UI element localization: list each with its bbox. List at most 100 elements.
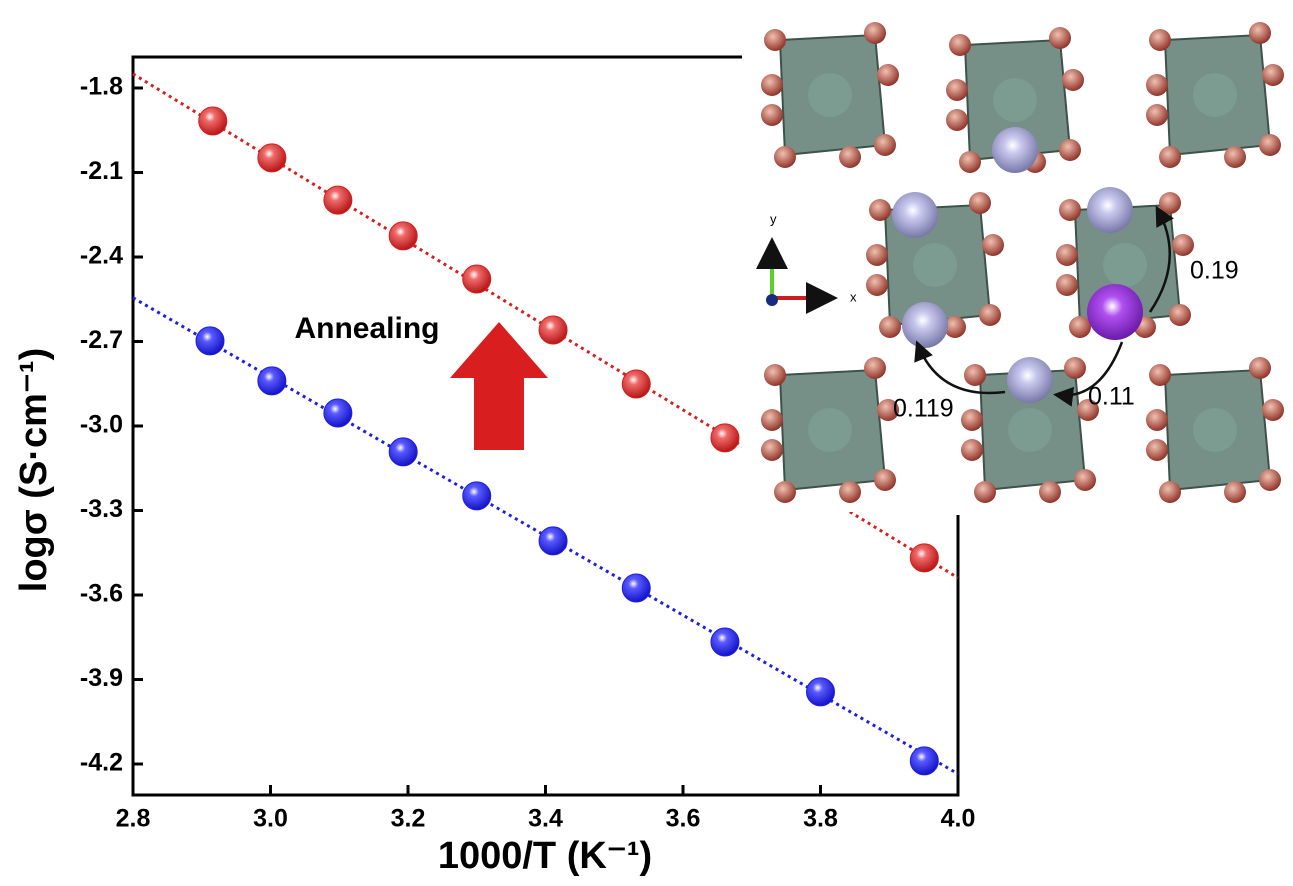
data-point <box>710 423 740 453</box>
x-tick-label: 3.8 <box>803 805 838 833</box>
oxygen-atom <box>1169 304 1191 326</box>
oxygen-atom <box>1224 481 1246 503</box>
axis-y-label: y <box>770 211 777 226</box>
oxygen-atom <box>879 316 901 338</box>
oxygen-atom <box>866 244 888 266</box>
lithium-atom <box>902 302 948 348</box>
oxygen-atom <box>1039 481 1061 503</box>
data-point <box>462 481 492 511</box>
metal-atom <box>808 408 852 452</box>
oxygen-atom <box>1056 244 1078 266</box>
axis-origin <box>766 294 778 306</box>
x-axis-label: 1000/T (K⁻¹) <box>438 835 652 877</box>
oxygen-atom <box>982 234 1004 256</box>
oxygen-atom <box>949 34 971 56</box>
oxygen-atom <box>961 409 983 431</box>
oxygen-atom <box>944 316 966 338</box>
oxygen-atom <box>869 199 891 221</box>
data-point <box>323 398 353 428</box>
y-tick-label: -3.9 <box>80 664 123 692</box>
oxygen-atom <box>1146 409 1168 431</box>
data-point <box>710 627 740 657</box>
x-tick-label: 3.4 <box>528 805 563 833</box>
y-tick-label: -2.7 <box>80 326 123 354</box>
oxygen-atom <box>1262 399 1284 421</box>
hop-energy: 0.119 <box>893 395 954 423</box>
oxygen-atom <box>1249 357 1271 379</box>
oxygen-atom <box>969 192 991 214</box>
x-tick-label: 3.2 <box>391 805 426 833</box>
plot-area <box>131 55 960 797</box>
oxygen-atom <box>1049 27 1071 49</box>
y-tick-label: -2.4 <box>80 242 123 270</box>
metal-atom <box>1008 408 1052 452</box>
axis-x-label: x <box>850 289 857 304</box>
oxygen-atom <box>761 409 783 431</box>
y-tick-label: -3.3 <box>80 495 123 523</box>
data-point <box>621 573 651 603</box>
metal-atom <box>993 78 1037 122</box>
oxygen-atom <box>1062 69 1084 91</box>
oxygen-atom <box>839 481 861 503</box>
metal-atom <box>913 243 957 287</box>
oxygen-atom <box>979 304 1001 326</box>
oxygen-atom <box>874 134 896 156</box>
hop-arrow <box>1053 341 1124 407</box>
oxygen-atom <box>761 439 783 461</box>
data-point <box>257 143 287 173</box>
data-point <box>323 185 353 215</box>
oxygen-atom <box>877 399 899 421</box>
metal-atom <box>1193 408 1237 452</box>
metal-atom <box>1193 73 1237 117</box>
oxygen-atom <box>1172 234 1194 256</box>
y-tick-label: -4.2 <box>80 749 123 777</box>
y-tick-label: -2.1 <box>80 157 123 185</box>
x-tick-label: 3.0 <box>253 805 288 833</box>
oxygen-atom <box>961 439 983 461</box>
oxygen-atom <box>946 79 968 101</box>
oxygen-atom <box>1146 74 1168 96</box>
hop-arrow <box>914 340 1006 395</box>
lithium-atom <box>892 192 938 238</box>
data-point <box>462 264 492 294</box>
data-point <box>388 221 418 251</box>
x-tick-label: 4.0 <box>941 805 976 833</box>
x-tick-label: 2.8 <box>116 805 151 833</box>
y-axis-label: logσ (S·cm⁻¹) <box>13 348 55 592</box>
oxygen-atom <box>839 146 861 168</box>
data-point <box>388 437 418 467</box>
hop-arrow <box>1148 205 1174 313</box>
oxygen-atom <box>1259 134 1281 156</box>
oxygen-atom <box>866 274 888 296</box>
oxygen-atom <box>1149 364 1171 386</box>
oxygen-atom <box>1059 199 1081 221</box>
oxygen-atom <box>774 481 796 503</box>
hopping-lithium <box>1087 284 1143 340</box>
lithium-atom <box>1007 357 1053 403</box>
lithium-atom <box>1087 187 1133 233</box>
oxygen-atom <box>874 469 896 491</box>
oxygen-atom <box>1059 139 1081 161</box>
oxygen-atom <box>764 29 786 51</box>
hop-energy: 0.11 <box>1088 383 1135 411</box>
oxygen-atom <box>1159 481 1181 503</box>
oxygen-atom <box>1077 399 1099 421</box>
oxygen-atom <box>1056 274 1078 296</box>
y-tick-label: -3.0 <box>80 411 123 439</box>
data-point <box>538 526 568 556</box>
lithium-atom <box>992 127 1038 173</box>
oxygen-atom <box>959 151 981 173</box>
oxygen-atom <box>761 74 783 96</box>
y-tick-label: -3.6 <box>80 580 123 608</box>
oxygen-atom <box>1064 357 1086 379</box>
annealing-arrow <box>450 322 548 450</box>
oxygen-atom <box>1069 316 1091 338</box>
oxygen-atom <box>864 22 886 44</box>
x-tick-label: 3.6 <box>666 805 701 833</box>
oxygen-atom <box>964 364 986 386</box>
oxygen-atom <box>877 64 899 86</box>
oxygen-atom <box>864 357 886 379</box>
data-point <box>909 543 939 573</box>
hop-energy: 0.19 <box>1190 257 1239 285</box>
